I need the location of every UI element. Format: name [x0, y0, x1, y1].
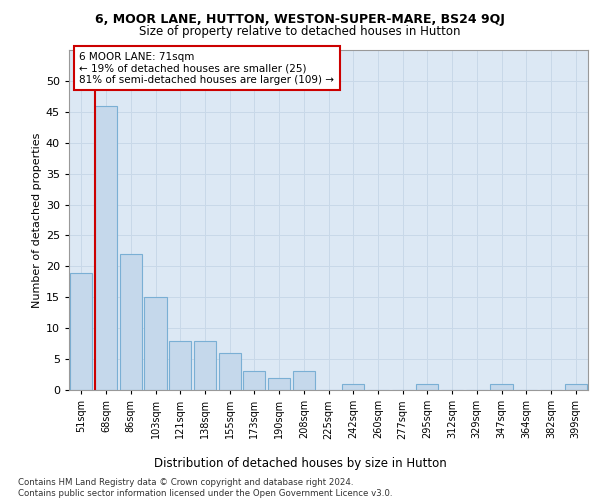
Bar	[490, 384, 512, 390]
Bar	[194, 340, 216, 390]
Bar	[95, 106, 117, 390]
Y-axis label: Number of detached properties: Number of detached properties	[32, 132, 41, 308]
Bar	[119, 254, 142, 390]
Bar	[70, 272, 92, 390]
Bar	[145, 298, 167, 390]
Bar	[268, 378, 290, 390]
Bar	[565, 384, 587, 390]
Text: 6 MOOR LANE: 71sqm
← 19% of detached houses are smaller (25)
81% of semi-detache: 6 MOOR LANE: 71sqm ← 19% of detached hou…	[79, 52, 334, 85]
Bar	[243, 372, 265, 390]
Text: Contains HM Land Registry data © Crown copyright and database right 2024.
Contai: Contains HM Land Registry data © Crown c…	[18, 478, 392, 498]
Bar	[293, 372, 315, 390]
Text: Size of property relative to detached houses in Hutton: Size of property relative to detached ho…	[139, 25, 461, 38]
Text: 6, MOOR LANE, HUTTON, WESTON-SUPER-MARE, BS24 9QJ: 6, MOOR LANE, HUTTON, WESTON-SUPER-MARE,…	[95, 12, 505, 26]
Bar	[416, 384, 439, 390]
Bar	[342, 384, 364, 390]
Bar	[218, 353, 241, 390]
Text: Distribution of detached houses by size in Hutton: Distribution of detached houses by size …	[154, 458, 446, 470]
Bar	[169, 340, 191, 390]
